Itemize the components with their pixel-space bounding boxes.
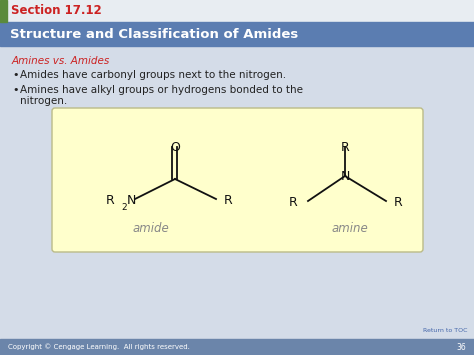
Bar bbox=[0, 0, 474, 22]
Bar bbox=[0, 22, 474, 46]
Bar bbox=[0, 329, 474, 339]
Text: R: R bbox=[289, 196, 298, 208]
Text: Copyright © Cengage Learning.  All rights reserved.: Copyright © Cengage Learning. All rights… bbox=[8, 344, 190, 350]
FancyBboxPatch shape bbox=[52, 108, 423, 252]
Bar bbox=[0, 339, 474, 355]
Text: nitrogen.: nitrogen. bbox=[20, 96, 67, 106]
Text: R: R bbox=[106, 193, 115, 207]
Text: Amides have carbonyl groups next to the nitrogen.: Amides have carbonyl groups next to the … bbox=[20, 70, 286, 80]
Text: amide: amide bbox=[133, 222, 169, 235]
Text: amine: amine bbox=[332, 222, 368, 235]
Text: Amines vs. Amides: Amines vs. Amides bbox=[12, 56, 110, 66]
Text: •: • bbox=[12, 85, 18, 95]
Text: 36: 36 bbox=[456, 343, 466, 351]
Text: Structure and Classification of Amides: Structure and Classification of Amides bbox=[10, 27, 298, 40]
Text: Return to TOC: Return to TOC bbox=[423, 328, 468, 333]
Text: R: R bbox=[394, 196, 403, 208]
Text: N: N bbox=[340, 169, 350, 182]
Text: N: N bbox=[127, 193, 137, 207]
Text: R: R bbox=[224, 193, 233, 207]
Text: R: R bbox=[341, 141, 349, 154]
Text: O: O bbox=[170, 141, 180, 154]
Text: Amines have alkyl groups or hydrogens bonded to the: Amines have alkyl groups or hydrogens bo… bbox=[20, 85, 303, 95]
Text: Section 17.12: Section 17.12 bbox=[11, 5, 102, 17]
Text: •: • bbox=[12, 70, 18, 80]
Text: 2: 2 bbox=[121, 203, 127, 212]
Bar bbox=[0, 0, 7, 22]
